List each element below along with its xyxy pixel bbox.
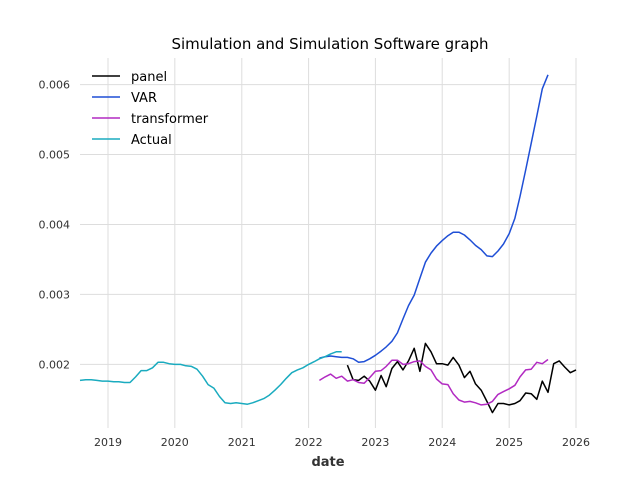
- y-tick-label: 0.005: [39, 149, 71, 162]
- grid: [80, 58, 577, 428]
- x-tick-label: 2020: [161, 436, 189, 449]
- y-tick-label: 0.003: [39, 288, 71, 301]
- x-axis-ticks: 2019 2020 2021 2022 2023 2024 2025 2026: [94, 436, 590, 449]
- series-group: [79, 74, 577, 414]
- x-tick-label: 2022: [295, 436, 323, 449]
- x-tick-label: 2025: [495, 436, 523, 449]
- legend-label: panel: [131, 70, 167, 85]
- x-tick-label: 2026: [562, 436, 590, 449]
- x-tick-label: 2021: [228, 436, 256, 449]
- x-tick-label: 2023: [361, 436, 389, 449]
- x-tick-label: 2024: [428, 436, 456, 449]
- y-axis-ticks: 0.002 0.003 0.004 0.005 0.006: [39, 79, 71, 372]
- series-line-transformer: [319, 358, 549, 406]
- y-tick-label: 0.002: [39, 358, 71, 371]
- legend: panel VAR transformer Actual: [92, 70, 209, 148]
- x-tick-label: 2019: [94, 436, 122, 449]
- x-axis-label: date: [311, 455, 344, 470]
- legend-label: Actual: [131, 133, 172, 148]
- series-line-var: [319, 74, 549, 364]
- chart-title: Simulation and Simulation Software graph: [171, 35, 488, 53]
- series-line-panel: [346, 342, 577, 414]
- legend-label: transformer: [131, 112, 209, 127]
- legend-label: VAR: [131, 91, 157, 106]
- y-tick-label: 0.006: [39, 79, 71, 92]
- y-tick-label: 0.004: [39, 218, 71, 231]
- series-line-actual: [79, 351, 342, 405]
